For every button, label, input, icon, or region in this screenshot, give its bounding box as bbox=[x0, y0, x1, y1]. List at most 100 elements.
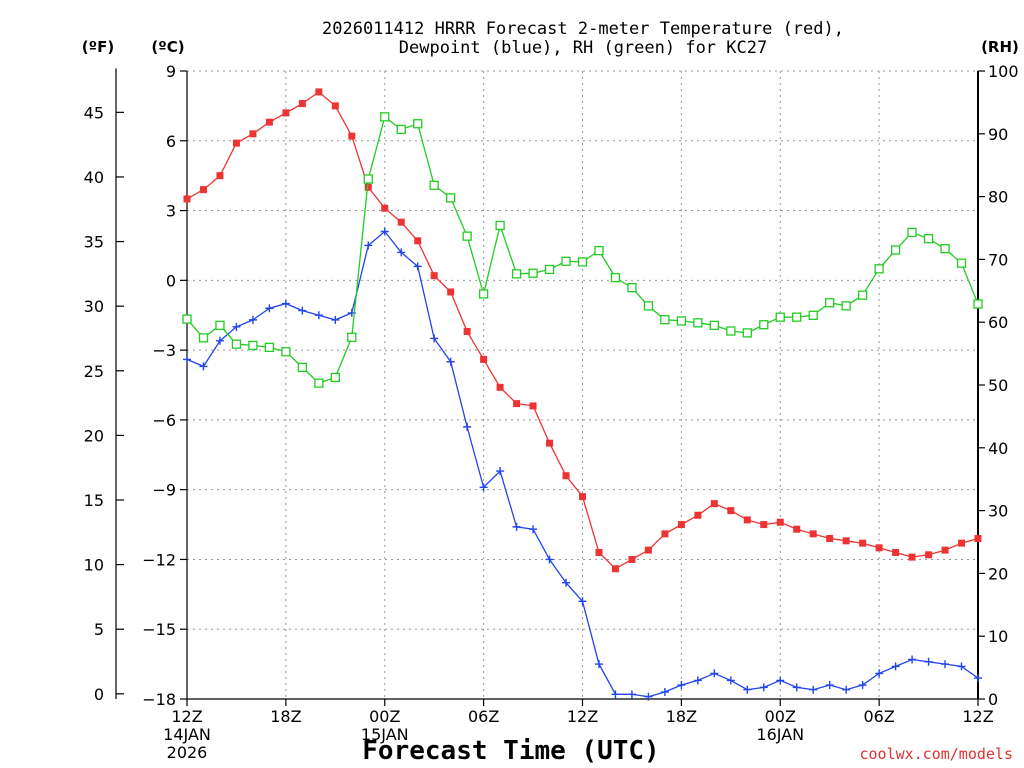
temperature-point bbox=[826, 535, 834, 543]
fahrenheit-tick-label: 40 bbox=[84, 168, 104, 187]
rh-point bbox=[347, 332, 357, 342]
dewpoint-point bbox=[397, 248, 406, 257]
dewpoint-point bbox=[924, 657, 933, 666]
rh-point bbox=[396, 124, 406, 135]
celsius-tick-label: −15 bbox=[142, 620, 176, 639]
celsius-unit-label: (ºC) bbox=[151, 38, 184, 56]
rh-point bbox=[808, 310, 818, 320]
fahrenheit-tick-label: 30 bbox=[84, 297, 104, 316]
temperature-series bbox=[183, 88, 982, 573]
rh-point bbox=[907, 227, 917, 238]
dewpoint-point bbox=[545, 555, 554, 564]
celsius-tick-label: 0 bbox=[166, 271, 176, 290]
rh-point bbox=[231, 339, 242, 349]
temperature-point bbox=[743, 516, 751, 524]
rh-point bbox=[429, 180, 439, 190]
rh-point bbox=[495, 220, 505, 231]
dewpoint-series bbox=[183, 227, 982, 701]
rh-unit-label: (RH) bbox=[981, 38, 1019, 56]
rh-point bbox=[676, 316, 687, 326]
rh-point bbox=[363, 174, 373, 184]
dewpoint-point bbox=[232, 322, 241, 331]
temperature-point bbox=[710, 500, 718, 508]
tick-labels: 9630−3−6−9−12−15−18454035302520151050100… bbox=[84, 62, 1019, 762]
temperature-point bbox=[661, 530, 669, 538]
dewpoint-point bbox=[627, 690, 636, 699]
dewpoint-point bbox=[413, 262, 422, 271]
fahrenheit-tick-label: 15 bbox=[84, 491, 104, 510]
rh-point bbox=[841, 301, 851, 311]
temperature-point bbox=[809, 530, 817, 538]
temperature-point bbox=[463, 328, 471, 336]
rh-point bbox=[792, 312, 802, 322]
temperature-point bbox=[892, 548, 900, 556]
temperature-point bbox=[760, 521, 768, 529]
rh-point bbox=[660, 315, 670, 325]
rh-point bbox=[446, 193, 456, 203]
dewpoint-point bbox=[891, 662, 900, 671]
dewpoint-point bbox=[248, 315, 257, 324]
temperature-point bbox=[232, 139, 240, 147]
temperature-point bbox=[908, 553, 916, 561]
temperature-point bbox=[430, 272, 438, 280]
dewpoint-point bbox=[380, 227, 389, 236]
celsius-tick-label: 9 bbox=[166, 62, 176, 81]
fahrenheit-tick-label: 25 bbox=[84, 362, 104, 381]
temperature-point bbox=[183, 195, 191, 203]
celsius-tick-label: 3 bbox=[166, 202, 176, 221]
temperature-point bbox=[842, 537, 850, 545]
temperature-point bbox=[529, 402, 537, 410]
dewpoint-point bbox=[776, 676, 785, 685]
rh-point bbox=[544, 264, 555, 275]
rh-point bbox=[956, 258, 967, 268]
dewpoint-point bbox=[660, 688, 669, 697]
x-tick-label: 12Z bbox=[962, 707, 993, 726]
dewpoint-point bbox=[281, 299, 290, 308]
rh-tick-label: 10 bbox=[988, 627, 1008, 646]
rh-point bbox=[874, 264, 884, 274]
temperature-point bbox=[381, 204, 389, 212]
rh-tick-label: 90 bbox=[988, 125, 1008, 144]
temperature-point bbox=[199, 186, 207, 194]
grid-lines bbox=[187, 70, 978, 699]
x-tick-label: 00Z bbox=[369, 707, 400, 726]
rh-point bbox=[528, 268, 538, 278]
rh-tick-label: 40 bbox=[988, 439, 1008, 458]
dewpoint-point bbox=[446, 357, 455, 366]
rh-point bbox=[759, 320, 769, 330]
celsius-tick-label: 6 bbox=[166, 132, 176, 151]
temperature-point bbox=[282, 109, 290, 117]
rh-point bbox=[380, 112, 390, 122]
temperature-point bbox=[414, 237, 422, 245]
rh-point bbox=[923, 234, 934, 244]
x-tick-date-label: 16JAN bbox=[756, 725, 804, 744]
rh-tick-label: 80 bbox=[988, 188, 1008, 207]
dewpoint-point bbox=[314, 311, 323, 320]
rh-point bbox=[297, 362, 308, 373]
dewpoint-point bbox=[512, 522, 521, 531]
rh-point bbox=[413, 119, 423, 129]
rh-point bbox=[693, 318, 703, 328]
temperature-point bbox=[974, 535, 982, 543]
temperature-point bbox=[480, 355, 488, 363]
temperature-point bbox=[348, 132, 356, 140]
rh-point bbox=[561, 256, 571, 266]
rh-tick-label: 50 bbox=[988, 376, 1008, 395]
dewpoint-point bbox=[331, 315, 340, 324]
fahrenheit-tick-label: 5 bbox=[94, 620, 104, 639]
dewpoint-point bbox=[430, 334, 439, 343]
temperature-point bbox=[315, 88, 323, 96]
x-tick-date-label: 15JAN bbox=[361, 725, 409, 744]
rh-tick-label: 100 bbox=[988, 62, 1019, 81]
temperature-point bbox=[562, 472, 570, 480]
dewpoint-point bbox=[908, 655, 917, 664]
x-tick-label: 12Z bbox=[171, 707, 202, 726]
dewpoint-point bbox=[611, 690, 620, 699]
dewpoint-point bbox=[809, 685, 818, 694]
temperature-point bbox=[397, 218, 405, 226]
dewpoint-point bbox=[479, 483, 488, 492]
rh-point bbox=[248, 340, 258, 351]
rh-point bbox=[627, 283, 637, 293]
rh-tick-label: 30 bbox=[988, 502, 1008, 521]
dewpoint-point bbox=[677, 681, 686, 690]
